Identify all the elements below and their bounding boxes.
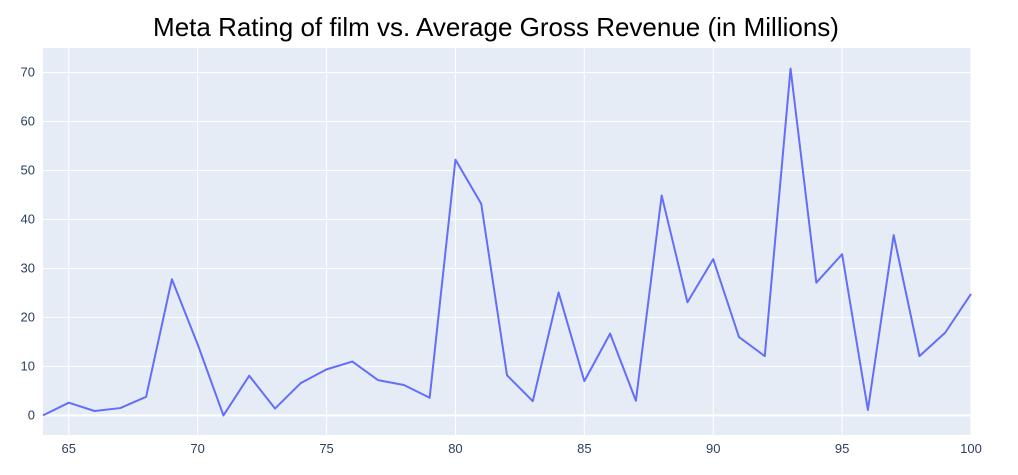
data-point[interactable]: (87, 3) [633, 398, 639, 404]
y-tick-label: 50 [21, 162, 35, 177]
data-point[interactable]: (77, 7.2) [375, 377, 381, 383]
data-point[interactable]: (80, 52.2) [452, 157, 458, 163]
x-axis-ticks: 65 70 75 80 85 90 95 100 [62, 441, 982, 456]
chart-title: Meta Rating of film vs. Average Gross Re… [153, 12, 839, 42]
y-tick-label: 60 [21, 113, 35, 128]
x-tick-label: 80 [448, 441, 462, 456]
x-tick-label: 85 [577, 441, 591, 456]
y-tick-label: 30 [21, 260, 35, 275]
data-point[interactable]: (65, 2.6) [66, 400, 72, 406]
data-point[interactable]: (95, 32.9) [839, 251, 845, 257]
y-axis-ticks: 0 10 20 30 40 50 60 70 [21, 64, 35, 422]
data-point[interactable]: (83, 2.9) [530, 398, 536, 404]
series-layer [42, 67, 972, 417]
x-tick-label: 70 [190, 441, 204, 456]
y-tick-label: 10 [21, 358, 35, 373]
data-point[interactable]: (96, 1.1) [865, 407, 871, 413]
data-point[interactable]: (78, 6.2) [401, 382, 407, 388]
x-tick-label: 75 [319, 441, 333, 456]
x-tick-label: 65 [62, 441, 76, 456]
data-point[interactable]: (64, 0) [40, 412, 46, 418]
y-tick-label: 20 [21, 309, 35, 324]
y-tick-label: 0 [28, 407, 35, 422]
data-point[interactable]: (85, 7) [581, 378, 587, 384]
data-point[interactable]: (84, 25.1) [556, 289, 562, 295]
data-point[interactable]: (98, 12.1) [916, 353, 922, 359]
data-point[interactable]: (75, 9.4) [324, 366, 330, 372]
data-point[interactable]: (76, 11) [349, 359, 355, 365]
y-tick-label: 40 [21, 211, 35, 226]
data-point[interactable]: (97, 36.8) [891, 232, 897, 238]
data-point[interactable]: (99, 16.9) [942, 330, 948, 336]
x-tick-label: 100 [960, 441, 982, 456]
data-point[interactable]: (74, 6.6) [298, 380, 304, 386]
data-point[interactable]: (88, 44.9) [659, 192, 665, 198]
data-point[interactable]: (94, 27.1) [813, 280, 819, 286]
y-tick-label: 70 [21, 64, 35, 79]
data-point[interactable]: (93, 70.8) [788, 66, 794, 72]
data-point[interactable]: (67, 1.5) [117, 405, 123, 411]
data-point[interactable]: (90, 31.9) [710, 256, 716, 262]
data-point[interactable]: (86, 16.7) [607, 331, 613, 337]
data-point[interactable]: (73, 1.4) [272, 406, 278, 412]
data-point[interactable]: (91, 16) [736, 334, 742, 340]
data-point[interactable]: (69, 27.8) [169, 276, 175, 282]
x-tick-label: 95 [835, 441, 849, 456]
data-point[interactable]: (72, 8.1) [246, 373, 252, 379]
data-point[interactable]: (68, 3.8) [143, 394, 149, 400]
x-tick-label: 90 [706, 441, 720, 456]
data-point[interactable]: (70, 14.5) [195, 341, 201, 347]
x-gridlines [68, 48, 972, 435]
data-point[interactable]: (71, 0) [220, 412, 226, 418]
data-point[interactable]: (79, 3.6) [427, 395, 433, 401]
series-line [42, 67, 972, 417]
data-point[interactable]: (66, 0.9) [92, 408, 98, 414]
data-point[interactable]: (81, 43.2) [478, 201, 484, 207]
data-point[interactable]: (89, 23.1) [684, 299, 690, 305]
data-point[interactable]: (82, 8.2) [504, 372, 510, 378]
data-point[interactable]: (92, 12.1) [762, 353, 768, 359]
data-point[interactable]: (100, 24.8) [968, 291, 974, 297]
